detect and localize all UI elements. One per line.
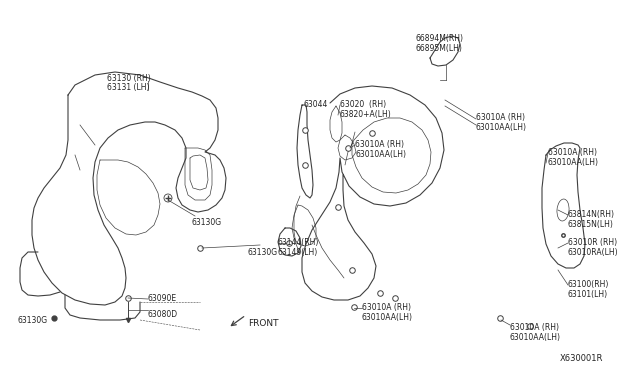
Text: 63814N(RH): 63814N(RH) [568,210,615,219]
Text: 63010AA(LH): 63010AA(LH) [476,123,527,132]
Text: 63010A (RH): 63010A (RH) [510,323,559,332]
Text: 63131 (LH): 63131 (LH) [107,83,150,92]
Text: 63010A (RH): 63010A (RH) [476,113,525,122]
Text: 63010AA(LH): 63010AA(LH) [362,313,413,322]
Text: 63130G: 63130G [18,316,48,325]
Text: 63010RA(LH): 63010RA(LH) [568,248,619,257]
Text: 66895M(LH): 66895M(LH) [416,44,463,53]
Text: X630001R: X630001R [560,354,604,363]
Text: 63144(RH): 63144(RH) [278,238,319,247]
Text: 63149(LH): 63149(LH) [278,248,318,257]
Text: 63010AA(LH): 63010AA(LH) [548,158,599,167]
Text: FRONT: FRONT [248,319,278,328]
Text: 63101(LH): 63101(LH) [568,290,608,299]
Text: 63080D: 63080D [148,310,178,319]
Text: 63010A (RH): 63010A (RH) [548,148,597,157]
Text: 63010AA(LH): 63010AA(LH) [510,333,561,342]
Text: 63130 (RH): 63130 (RH) [107,74,151,83]
Text: 63044: 63044 [303,100,328,109]
Text: 63010A (RH): 63010A (RH) [362,303,411,312]
Text: 63010AA(LH): 63010AA(LH) [355,150,406,159]
Text: 63130G: 63130G [192,218,222,227]
Text: 66894M(RH): 66894M(RH) [416,34,464,43]
Text: 63815N(LH): 63815N(LH) [568,220,614,229]
Text: 63820+A(LH): 63820+A(LH) [340,110,392,119]
Text: 63100(RH): 63100(RH) [568,280,609,289]
Text: 63090E: 63090E [148,294,177,303]
Text: 63010A (RH): 63010A (RH) [355,140,404,149]
Text: 63010R (RH): 63010R (RH) [568,238,617,247]
Text: 63020  (RH): 63020 (RH) [340,100,386,109]
Text: 63130G: 63130G [248,248,278,257]
